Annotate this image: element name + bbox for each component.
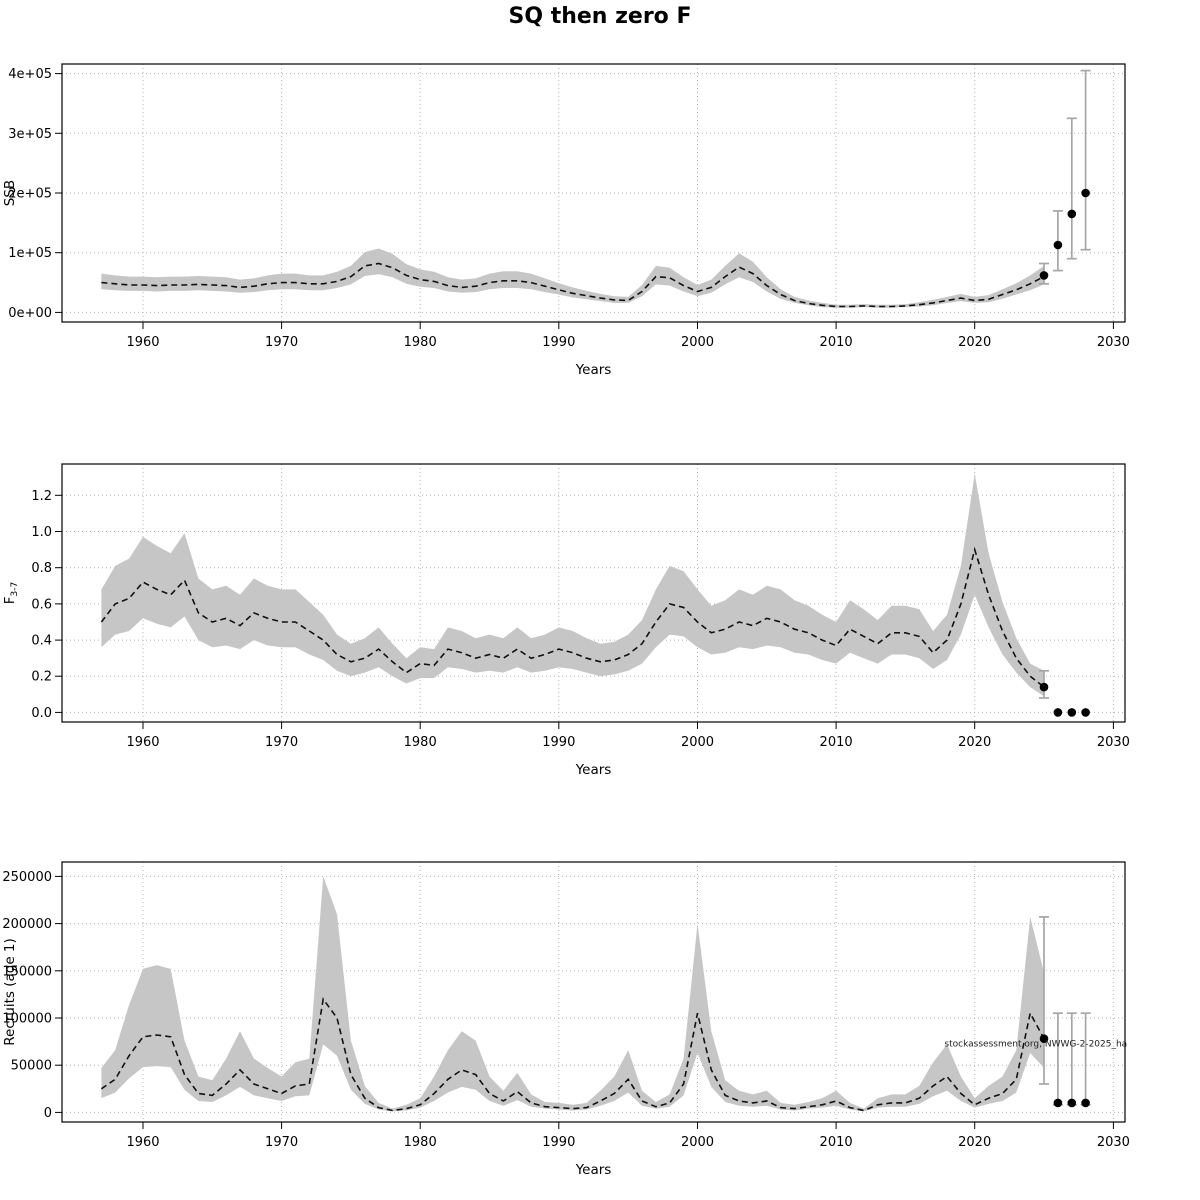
confidence-band	[101, 473, 1044, 697]
median-line	[100, 997, 1045, 1112]
x-axis-tick-label: 2030	[1097, 1135, 1130, 1150]
x-axis-tick-label: 2020	[958, 735, 991, 750]
x-axis-tick-label: 2000	[681, 735, 714, 750]
y-axis-tick-label: 0.6	[31, 597, 52, 612]
y-axis-tick-label: 4e+05	[8, 67, 52, 82]
y-axis-tick-label: 150000	[2, 964, 52, 979]
y-axis-tick-label: 200000	[2, 917, 52, 932]
x-axis-tick-label: 2010	[820, 335, 853, 350]
plot-box	[61, 861, 1126, 1123]
chart-title: SQ then zero F	[508, 4, 692, 29]
fishing-mortality-plot: 1960 1970 1980 1990 2000 2010 2020 2030 0.0 0.2 0.…	[2, 463, 1130, 778]
y-axis-tick-label: 250000	[2, 870, 52, 885]
x-axis-tick-label: 1980	[404, 1135, 437, 1150]
y-axis-tick-label: 50000	[11, 1059, 52, 1074]
forecast-point	[1081, 1098, 1090, 1108]
median-line	[100, 546, 1045, 688]
x-axis-tick-label: 2020	[958, 1135, 991, 1150]
median-line	[101, 262, 1045, 308]
forecast-point	[1053, 1098, 1063, 1108]
x-axis-tick-label: 2030	[1097, 735, 1130, 750]
x-axis-tick-label: 1970	[265, 1135, 298, 1150]
forecast-point	[1039, 271, 1049, 280]
x-axis-tick-label: 2000	[681, 1135, 714, 1150]
confidence-band	[101, 248, 1044, 308]
y-axis-tick-label: 100000	[2, 1012, 52, 1027]
y-axis-tick-label: 1.0	[31, 525, 52, 540]
x-axis-title: Years	[575, 362, 612, 378]
x-axis-tick-label: 1970	[265, 335, 298, 350]
forecast-point	[1067, 708, 1077, 717]
recruits-plot: 1960 1970 1980 1990 2000 2010 2020 2030 0 50000 10…	[2, 861, 1130, 1178]
x-axis-tick-label: 2020	[958, 335, 991, 350]
f-panel: 1960 1970 1980 1990 2000 2010 2020 2030 0.0 0.2 0.…	[0, 436, 1200, 834]
forecast-point	[1067, 209, 1077, 219]
y-axis-title: Recruits (age 1)	[2, 938, 18, 1046]
y-axis-tick-label: 0	[44, 1106, 52, 1121]
y-axis-tick-label: 2e+05	[8, 187, 52, 202]
ssb-plot: 1960 1970 1980 1990 2000 2010 2020 2030 0e+00 1e+…	[2, 63, 1130, 378]
forecast-point	[1081, 188, 1090, 198]
y-axis-tick-label: 1.2	[31, 489, 52, 504]
forecast-point	[1039, 682, 1049, 692]
x-axis-tick-label: 2010	[820, 735, 853, 750]
y-axis-tick-label: 1e+05	[8, 246, 52, 261]
y-axis-title: F3-7	[2, 582, 20, 604]
y-axis-tick-label: 0e+00	[8, 306, 52, 321]
y-axis-tick-label: 0.4	[31, 634, 52, 649]
x-axis-tick-label: 1970	[265, 735, 298, 750]
y-axis-title: SSB	[2, 180, 18, 206]
x-axis-tick-label: 2000	[681, 335, 714, 350]
forecast-point	[1067, 1098, 1077, 1108]
y-axis-tick-label: 3e+05	[8, 127, 52, 142]
x-axis-tick-label: 1990	[542, 335, 575, 350]
y-axis-tick-label: 0.0	[31, 706, 52, 721]
forecast-point	[1053, 240, 1063, 250]
x-axis-title: Years	[575, 762, 612, 778]
forecast-point	[1081, 708, 1090, 717]
ssb-panel: 1960 1970 1980 1990 2000 2010 2020 2030 0e+00 1e+…	[0, 36, 1200, 436]
plot-box	[61, 463, 1126, 723]
forecast-point	[1039, 1034, 1049, 1043]
x-axis-tick-label: 2030	[1097, 335, 1130, 350]
y-axis-tick-label: 0.8	[31, 561, 52, 576]
confidence-band	[101, 876, 1044, 1112]
x-axis-tick-label: 1990	[542, 1135, 575, 1150]
x-axis-tick-label: 1980	[404, 735, 437, 750]
x-axis-tick-label: 1980	[404, 335, 437, 350]
x-axis-tick-label: 1960	[126, 1135, 159, 1150]
forecast-point	[1053, 708, 1063, 717]
x-axis-tick-label: 2010	[820, 1135, 853, 1150]
x-axis-tick-label: 1960	[126, 735, 159, 750]
source-note: stockassessment.org, NWWG-2-2025_ha	[944, 1039, 1127, 1049]
x-axis-tick-label: 1990	[542, 735, 575, 750]
y-axis-tick-label: 0.2	[31, 670, 52, 685]
x-axis-tick-label: 1960	[126, 335, 159, 350]
recruitment-panel: 1960 1970 1980 1990 2000 2010 2020 2030 0 50000 10…	[0, 834, 1200, 1200]
x-axis-title: Years	[575, 1162, 612, 1178]
